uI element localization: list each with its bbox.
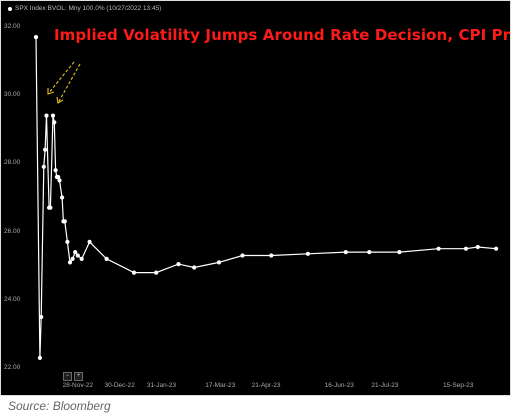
data-point [65,239,70,244]
legend-marker [8,6,12,11]
chart-frame [0,0,511,396]
data-point [463,246,469,251]
y-tick-label: 24.00 [4,295,21,303]
chart-plot [33,35,499,360]
y-tick-label: 28.00 [4,159,21,167]
annotation-arrow-right-head [56,96,64,104]
series-line [35,37,497,358]
data-point [397,250,402,255]
source-caption: Source: Bloomberg [8,399,111,413]
data-point [57,178,62,183]
chart-title: Implied Volatility Jumps Around Rate Dec… [54,26,511,44]
x-tick-label: 16-Jun-23 [324,382,354,389]
data-point [48,205,53,210]
x-tick-label: 21-Jul-23 [371,382,399,389]
data-point [269,253,274,258]
y-tick-label: 32.00 [4,22,21,30]
annotation-arrow-left [47,61,75,95]
x-tick-label: 30-Dec-22 [104,382,135,389]
series-points [33,35,499,360]
data-point [494,246,499,251]
data-point [367,250,372,255]
data-point [79,256,84,261]
x-tick-label: 31-Jan-23 [146,382,177,389]
data-point [70,256,75,261]
data-point [41,164,46,169]
annotation-arrow-left-head [47,88,55,95]
y-tick-label: 30.00 [4,91,21,99]
legend: SPX Index BVOL: Mny 100.0% (10/27/2022 1… [8,5,161,12]
data-point [62,219,67,224]
zoom-in-button[interactable]: + [74,372,83,381]
data-point [43,147,48,152]
data-point [154,270,159,275]
y-tick-label: 22.00 [4,364,21,372]
data-point [87,239,92,244]
data-point [176,262,181,267]
data-point [33,35,39,40]
data-point [73,250,78,255]
data-point [44,113,49,118]
annotation-arrows [47,61,81,104]
data-point [216,260,222,265]
data-point [53,168,58,173]
x-tick-label: 15-Sep-23 [442,382,474,389]
zoom-control[interactable]: − + [63,372,83,381]
data-point [37,355,43,360]
data-point [240,253,245,258]
data-point [75,253,80,258]
zoom-out-button[interactable]: − [63,372,72,381]
data-point [56,174,61,180]
data-point [104,256,109,261]
data-point [60,195,65,200]
data-point [52,120,57,125]
legend-label: SPX Index BVOL: Mny 100.0% (10/27/2022 1… [15,5,162,12]
annotation-arrow-right [57,63,81,104]
data-point [67,260,73,265]
data-point [192,265,197,270]
x-tick-label: 28-Nov-22 [62,382,93,389]
data-point [343,250,348,255]
x-tick-label: 21-Apr-23 [251,382,281,389]
data-point [436,246,441,251]
data-point [39,314,44,320]
data-point [131,270,137,275]
x-tick-label: 17-Mar-23 [205,382,236,389]
data-point [475,244,480,250]
y-tick-label: 26.00 [4,227,21,235]
data-point [305,251,310,256]
data-point [50,113,56,118]
